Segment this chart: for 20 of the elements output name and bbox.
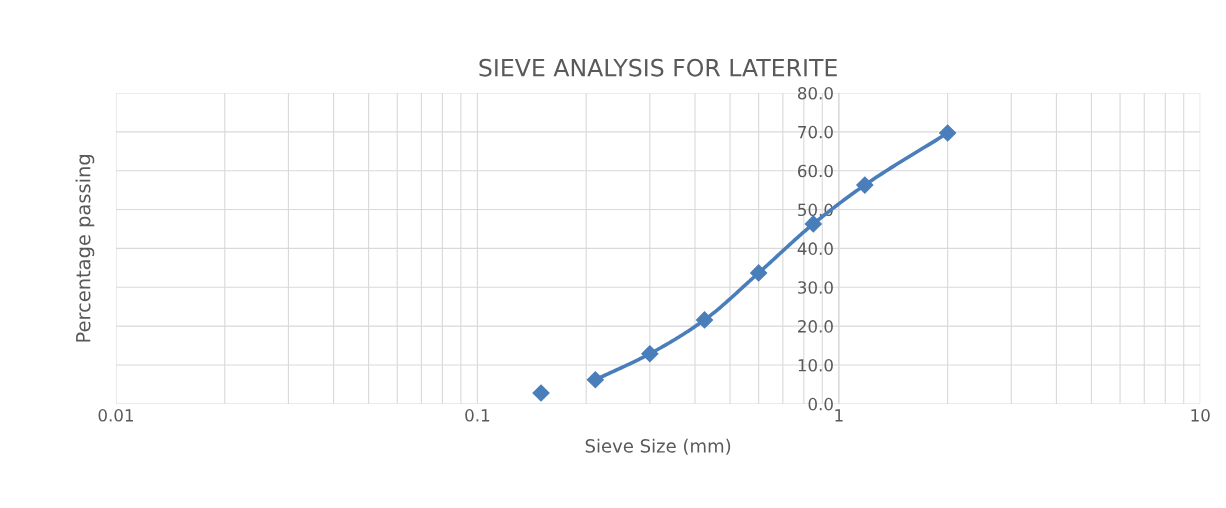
y-tick-label: 30.0 — [798, 281, 833, 294]
point — [695, 311, 714, 329]
y-tick-label: 0.0 — [808, 397, 833, 411]
chart-title: SIEVE ANALYSIS FOR LATERITE — [479, 58, 837, 77]
x-axis-title: Sieve Size (mm) — [585, 438, 731, 455]
x-tick-label: 10 — [1191, 409, 1210, 422]
point — [804, 215, 822, 233]
point — [750, 264, 768, 282]
y-tick-label: 80.0 — [797, 86, 833, 100]
point — [641, 345, 659, 363]
y-tick-label: 20.0 — [798, 320, 833, 333]
y-tick-label: 60.0 — [798, 164, 833, 178]
point — [586, 371, 604, 389]
x-tick-label: 0.01 — [98, 409, 133, 422]
x-tick-label: 1 — [835, 409, 843, 422]
y-axis-title: Percentage passing — [75, 155, 95, 342]
y-tick-label: 10.0 — [798, 358, 833, 372]
y-tick-label: 70.0 — [798, 125, 833, 139]
x-tick-label: 0.1 — [465, 409, 490, 422]
y-tick-label: 40.0 — [797, 242, 833, 255]
